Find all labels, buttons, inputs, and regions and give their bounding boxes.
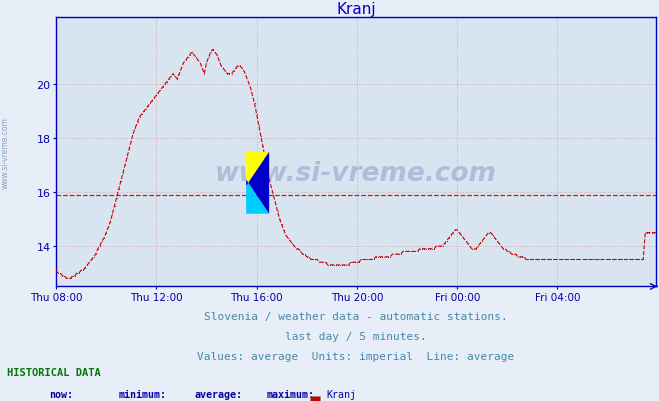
Text: www.si-vreme.com: www.si-vreme.com — [215, 161, 497, 187]
Polygon shape — [246, 152, 269, 186]
Text: average:: average: — [194, 389, 243, 399]
Text: Slovenia / weather data - automatic stations.: Slovenia / weather data - automatic stat… — [204, 311, 507, 321]
Title: Kranj: Kranj — [336, 2, 376, 17]
Text: HISTORICAL DATA: HISTORICAL DATA — [7, 367, 100, 377]
Polygon shape — [246, 180, 269, 214]
Text: Values: average  Units: imperial  Line: average: Values: average Units: imperial Line: av… — [197, 351, 515, 361]
Text: now:: now: — [49, 389, 73, 399]
Text: maximum:: maximum: — [267, 389, 315, 399]
Text: Kranj: Kranj — [326, 389, 357, 399]
Text: www.si-vreme.com: www.si-vreme.com — [1, 117, 10, 188]
Text: minimum:: minimum: — [119, 389, 167, 399]
Polygon shape — [246, 152, 269, 214]
Text: last day / 5 minutes.: last day / 5 minutes. — [285, 331, 427, 341]
